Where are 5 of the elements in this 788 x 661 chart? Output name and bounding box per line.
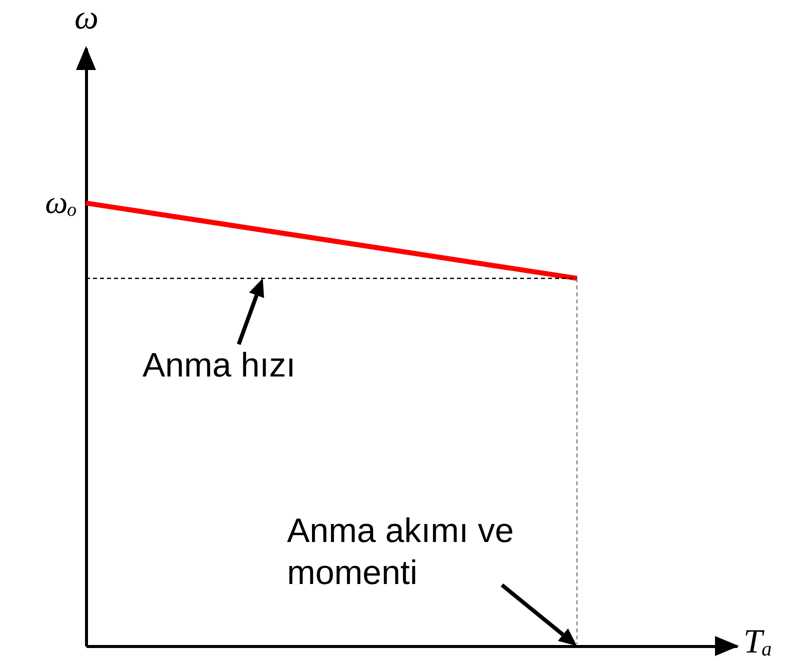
y-axis-title: ω (74, 0, 99, 36)
x-axis-title: Tₐ (744, 624, 772, 660)
annotation: Anma hızı (142, 346, 296, 384)
text: ωₒ (45, 184, 77, 220)
annotation: Anma akımı ve momenti (287, 512, 514, 592)
